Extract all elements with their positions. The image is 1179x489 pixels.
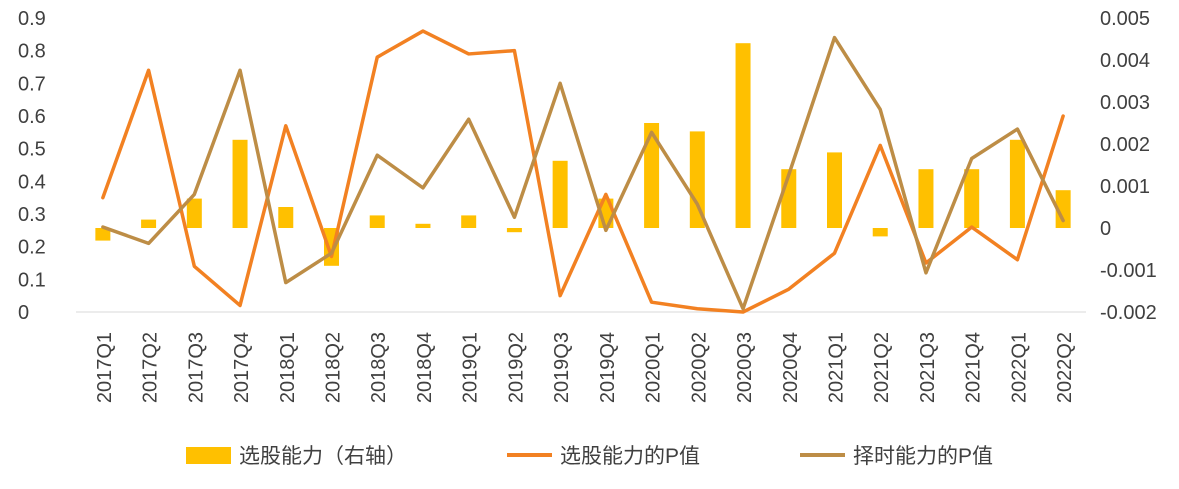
right-axis-tick-label: -0.001 [1100, 260, 1157, 282]
legend-item-bar-series: 选股能力（右轴） [185, 440, 407, 470]
x-axis-label: 2018Q1 [277, 332, 299, 403]
left-axis-tick-label: 0.8 [18, 41, 46, 63]
bar [141, 219, 157, 228]
x-axis-label: 2021Q2 [871, 332, 893, 403]
left-axis-tick-label: 0.3 [18, 204, 46, 226]
right-axis-tick-label: -0.002 [1100, 302, 1157, 324]
x-axis-label: 2022Q1 [1008, 332, 1030, 403]
legend-label-line-series-2: 择时能力的P值 [853, 445, 994, 468]
bar [827, 152, 842, 228]
right-axis-tick-label: 0.004 [1100, 50, 1150, 72]
bar [964, 169, 980, 228]
x-axis-label: 2018Q4 [414, 332, 436, 403]
x-axis-label: 2017Q2 [140, 332, 162, 403]
bar [1009, 139, 1025, 228]
left-axis-tick-label: 0.4 [18, 171, 46, 193]
line-series-2-swatch [800, 453, 845, 457]
bar [186, 198, 202, 228]
line-series-1 [101, 29, 1065, 314]
right-axis-tick-label: 0.003 [1100, 92, 1150, 114]
bar-series-swatch [185, 446, 231, 464]
bar [95, 228, 111, 241]
bar [644, 123, 660, 228]
left-axis-tick-label: 0.9 [18, 8, 46, 30]
left-axis-tick-label: 0.7 [18, 73, 46, 95]
bar [415, 223, 431, 228]
x-axis-label: 2018Q2 [323, 332, 345, 403]
x-axis-label: 2020Q2 [688, 332, 710, 403]
legend-label-bar-series: 选股能力（右轴） [238, 445, 407, 468]
bar [918, 169, 934, 228]
x-axis-label: 2019Q4 [597, 332, 619, 403]
x-axis-label: 2017Q4 [231, 332, 253, 403]
right-axis-tick-label: 0.001 [1100, 176, 1150, 198]
line-series-2 [101, 35, 1065, 311]
bar [872, 228, 888, 237]
legend-item-line-series-2: 择时能力的P值 [800, 440, 993, 470]
bar [278, 207, 294, 228]
x-axis-label: 2019Q1 [460, 332, 482, 403]
x-axis-label: 2021Q1 [826, 332, 848, 403]
left-axis-tick-label: 0.1 [18, 269, 46, 291]
x-axis-label: 2017Q1 [94, 332, 116, 403]
x-axis-label: 2020Q4 [780, 332, 802, 403]
line-series-1-swatch [506, 453, 552, 457]
x-axis-label: 2022Q2 [1054, 332, 1076, 403]
bar [461, 215, 477, 228]
x-axis-label: 2020Q3 [734, 332, 756, 403]
bar [232, 139, 248, 228]
left-axis-tick-label: 0 [18, 302, 29, 324]
x-axis-label: 2019Q3 [551, 332, 573, 403]
x-axis-label: 2021Q3 [917, 332, 939, 403]
left-axis-tick-label: 0.6 [18, 106, 46, 128]
x-axis-label: 2019Q2 [505, 332, 527, 403]
legend: 选股能力（右轴） 选股能力的P值 择时能力的P值 [0, 440, 1179, 470]
x-axis-label: 2020Q1 [643, 332, 665, 403]
right-axis-tick-label: 0.005 [1100, 8, 1150, 30]
bar [1055, 190, 1071, 228]
left-axis-tick-label: 0.2 [18, 237, 46, 259]
bar [506, 228, 522, 233]
bar [369, 215, 385, 228]
right-axis-tick-label: 0.002 [1100, 134, 1150, 156]
x-axis-label: 2018Q3 [368, 332, 390, 403]
legend-label-line-series-1: 选股能力的P值 [559, 445, 700, 468]
legend-item-line-series-1: 选股能力的P值 [506, 440, 700, 470]
x-axis-label: 2021Q4 [963, 332, 985, 403]
bar [735, 43, 751, 229]
x-axis-label: 2017Q3 [185, 332, 207, 403]
right-axis-tick-label: 0 [1100, 218, 1111, 240]
bar [552, 160, 568, 228]
left-axis-tick-label: 0.5 [18, 139, 46, 161]
bar [689, 131, 705, 228]
